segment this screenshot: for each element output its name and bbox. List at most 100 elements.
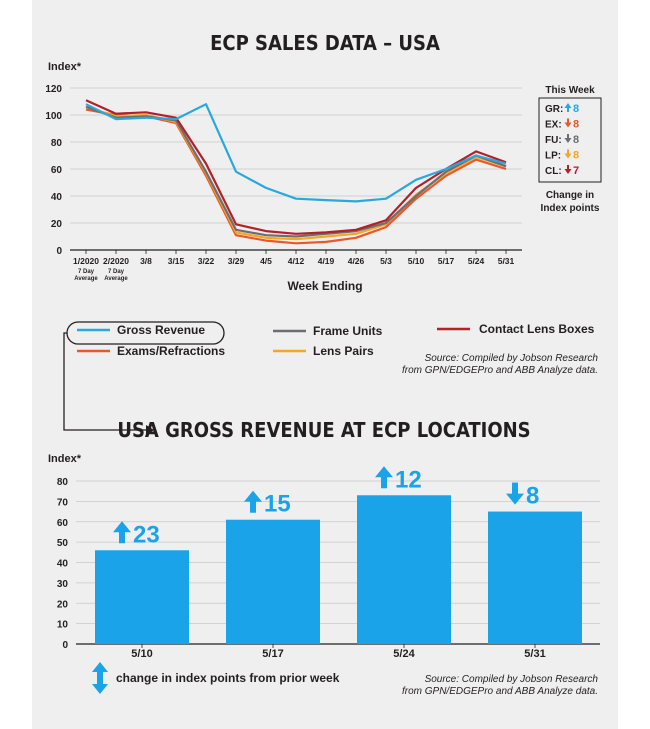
arrow-down-icon: [564, 118, 572, 128]
legend-item: Gross Revenue: [77, 323, 205, 337]
bar-chart-title: USA GROSS REVENUE AT ECP LOCATIONS: [117, 418, 530, 442]
line-chart: ECP SALES DATA – USA Index* 0 20 40 60 80 100…: [45, 31, 602, 293]
line-chart-x-tick: 4/26: [348, 256, 365, 266]
bar-chart-x-tick: 5/24: [393, 648, 415, 660]
bar-chart-ylabel: Index*: [48, 453, 82, 465]
bar-chart-y-tick: 80: [57, 477, 69, 488]
this-week-value: 8: [573, 134, 579, 146]
legend-item: Contact Lens Boxes: [437, 322, 595, 336]
bar-chart-y-tick: 10: [57, 620, 69, 631]
legend-label: Lens Pairs: [313, 344, 374, 358]
arrow-up-icon: [375, 466, 393, 489]
this-week-label: FU:: [545, 135, 562, 146]
line-chart-x-tick: 3/8: [140, 256, 152, 266]
bar-chart: USA GROSS REVENUE AT ECP LOCATIONS Index…: [48, 418, 600, 697]
series-line-contact-lens-boxes: [85, 99, 507, 235]
line-chart-x-sublabel: 7 Day: [108, 269, 125, 275]
bar-chart-x-tick: 5/31: [524, 648, 545, 660]
line-chart-x-tick: 4/19: [318, 256, 335, 266]
line-chart-x-tick: 5/10: [408, 256, 425, 266]
line-chart-x-tick: 5/31: [498, 256, 515, 266]
line-chart-x-tick: 5/24: [468, 256, 485, 266]
line-chart-legend: Gross Revenue Frame Units Contact Lens Box…: [66, 321, 599, 376]
line-chart-x-tick: 2/2020: [103, 256, 129, 266]
line-chart-y-tick: 20: [51, 219, 63, 230]
this-week-frame: [538, 97, 602, 183]
bar-change-value: 23: [133, 521, 160, 548]
arrow-down-icon: [564, 149, 572, 159]
bar-chart-y-tick: 0: [62, 640, 68, 651]
bar-chart-x-ticks: 5/10 5/17 5/24 5/31: [131, 644, 546, 660]
bar-change-value: 15: [264, 491, 291, 518]
line-chart-x-tick: 3/22: [198, 256, 215, 266]
bar-chart-y-tick: 30: [57, 579, 69, 590]
double-arrow-icon: [92, 662, 108, 694]
this-week-value: 8: [573, 119, 579, 131]
line-chart-series: [85, 99, 507, 245]
bar-chart-y-tick: 60: [57, 518, 69, 529]
this-week-box: This Week GR: 8 EX: 8 FU: 8 LP: 8 CL: 7 Change in…: [538, 85, 602, 214]
this-week-label: EX:: [545, 120, 562, 131]
legend-item: Exams/Refractions: [77, 344, 225, 358]
this-week-label: GR:: [545, 104, 563, 115]
line-chart-x-tick: 5/3: [380, 256, 392, 266]
legend-items: Gross Revenue Frame Units Contact Lens Box…: [77, 322, 595, 358]
this-week-label: CL:: [545, 166, 562, 177]
legend-label: Frame Units: [313, 324, 383, 338]
this-week-value: 8: [573, 103, 579, 115]
this-week-footer-1: Change in: [546, 190, 594, 201]
bar-chart-source-2: from GPN/EDGEPro and ABB Analyze data.: [402, 686, 598, 697]
this-week-value: 7: [573, 165, 579, 177]
line-chart-y-tick: 60: [51, 165, 63, 176]
arrow-down-icon: [564, 165, 572, 174]
legend-label: Exams/Refractions: [117, 344, 225, 358]
line-chart-y-tick: 0: [56, 246, 62, 257]
bar-5-31: [488, 511, 582, 644]
line-chart-y-ticks: 0 20 40 60 80 100 120: [45, 84, 62, 257]
arrow-up-icon: [564, 103, 572, 112]
this-week-items: GR: 8 EX: 8 FU: 8 LP: 8 CL: 7: [545, 103, 579, 177]
bar-chart-change-labels: 23 15 12 8: [113, 466, 539, 548]
line-chart-x-sublabel: Average: [74, 276, 98, 282]
bar-5-17: [226, 519, 320, 644]
this-week-value: 8: [573, 150, 579, 162]
legend-label: Gross Revenue: [117, 323, 205, 337]
connector-arrow: [63, 332, 154, 435]
this-week-footer-2: Index points: [541, 203, 600, 214]
line-chart-source-2: from GPN/EDGEPro and ABB Analyze data.: [402, 365, 598, 376]
bar-chart-y-tick: 70: [57, 497, 69, 508]
bar-change-value: 8: [526, 483, 539, 510]
legend-item: Lens Pairs: [273, 344, 374, 358]
line-chart-y-tick: 100: [45, 111, 62, 122]
series-line-gross-revenue: [85, 103, 507, 203]
bar-chart-y-tick: 50: [57, 538, 69, 549]
bar-5-10: [95, 550, 189, 644]
line-chart-x-sublabel: 7 Day: [78, 269, 95, 275]
arrow-down-icon: [564, 134, 572, 143]
bar-chart-x-tick: 5/17: [262, 648, 283, 660]
bar-chart-x-tick: 5/10: [131, 648, 152, 660]
this-week-label: LP:: [545, 151, 561, 162]
bar-chart-legend-text: change in index points from prior week: [116, 671, 340, 685]
legend-label: Contact Lens Boxes: [479, 322, 595, 336]
line-chart-x-tick: 1/2020: [73, 256, 99, 266]
bar-change-value: 12: [395, 466, 422, 493]
line-chart-xlabel: Week Ending: [287, 279, 362, 293]
bar-chart-y-tick: 20: [57, 599, 69, 610]
line-chart-y-tick: 80: [51, 138, 63, 149]
line-chart-gridlines: [70, 87, 522, 251]
bar-chart-bars: [95, 495, 582, 644]
arrow-up-icon: [113, 521, 131, 544]
bar-chart-source-1: Source: Compiled by Jobson Research: [425, 674, 599, 685]
line-chart-ylabel: Index*: [48, 61, 82, 73]
legend-item: Frame Units: [273, 324, 383, 338]
line-chart-x-tick: 3/15: [168, 256, 185, 266]
line-chart-source-1: Source: Compiled by Jobson Research: [425, 353, 599, 364]
bar-chart-y-tick: 40: [57, 559, 69, 570]
line-chart-x-tick: 4/12: [288, 256, 305, 266]
bar-chart-legend: change in index points from prior week: [92, 662, 340, 694]
bar-5-24: [357, 495, 451, 644]
line-chart-x-tick: 3/29: [228, 256, 245, 266]
line-chart-x-sublabel: Average: [104, 276, 128, 282]
